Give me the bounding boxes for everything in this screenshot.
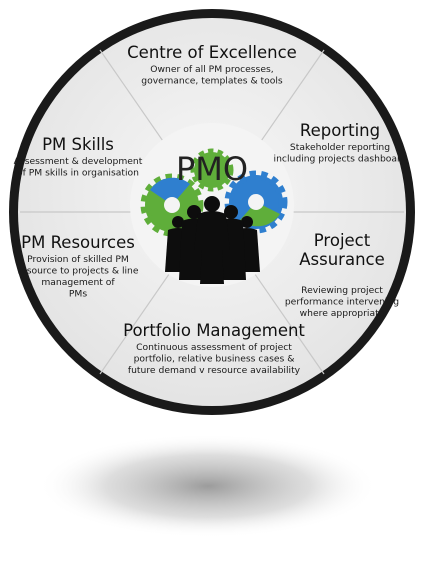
segment-description: Owner of all PM processes, (150, 64, 273, 75)
pmo-hub: PMO (130, 123, 294, 287)
gear-left-icon (140, 173, 204, 237)
segment-title: PM Skills (42, 135, 114, 154)
segment-description: portfolio, relative business cases & (134, 354, 295, 365)
gear-top-icon (190, 148, 234, 192)
segment-title: Project (314, 231, 371, 250)
segment-portfolio-management: Portfolio Management Continuous assessmen… (123, 321, 305, 376)
segment-title: Reporting (300, 121, 380, 140)
segment-centre-of-excellence: Centre of Excellence Owner of all PM proc… (127, 43, 297, 87)
segment-description: Stakeholder reporting (290, 142, 390, 153)
segment-title: Portfolio Management (123, 321, 305, 340)
segment-description: PMs (69, 289, 87, 300)
segment-description: Reviewing project (301, 285, 383, 296)
segment-description: future demand v resource availability (128, 365, 301, 376)
center-label: PMO (176, 150, 248, 188)
segment-description: management of (41, 277, 115, 288)
floor-shadow (38, 434, 378, 538)
segment-reporting: Reporting Stakeholder reportingincluding … (274, 121, 407, 165)
segment-description: Provision of skilled PM (27, 254, 129, 265)
segment-description: governance, templates & tools (141, 76, 283, 87)
segment-pm-resources: PM Resources Provision of skilled PMresou… (17, 233, 138, 300)
segment-title: Assurance (299, 250, 385, 269)
business-team-icon (165, 196, 260, 284)
segment-description: where appropriate (300, 308, 385, 319)
segment-title: PM Resources (21, 233, 135, 252)
segment-labels: Centre of Excellence Owner of all PM proc… (14, 43, 407, 376)
segment-description: Continuous assessment of project (136, 342, 292, 353)
segment-description: resource to projects & line (17, 266, 138, 277)
segment-description: performance intervening (285, 297, 399, 308)
segment-title: Centre of Excellence (127, 43, 297, 62)
segment-description: Assessment & development (14, 156, 143, 167)
segment-description: of PM skills in organisation (17, 168, 139, 179)
segment-description: including projects dashboard (274, 154, 407, 165)
